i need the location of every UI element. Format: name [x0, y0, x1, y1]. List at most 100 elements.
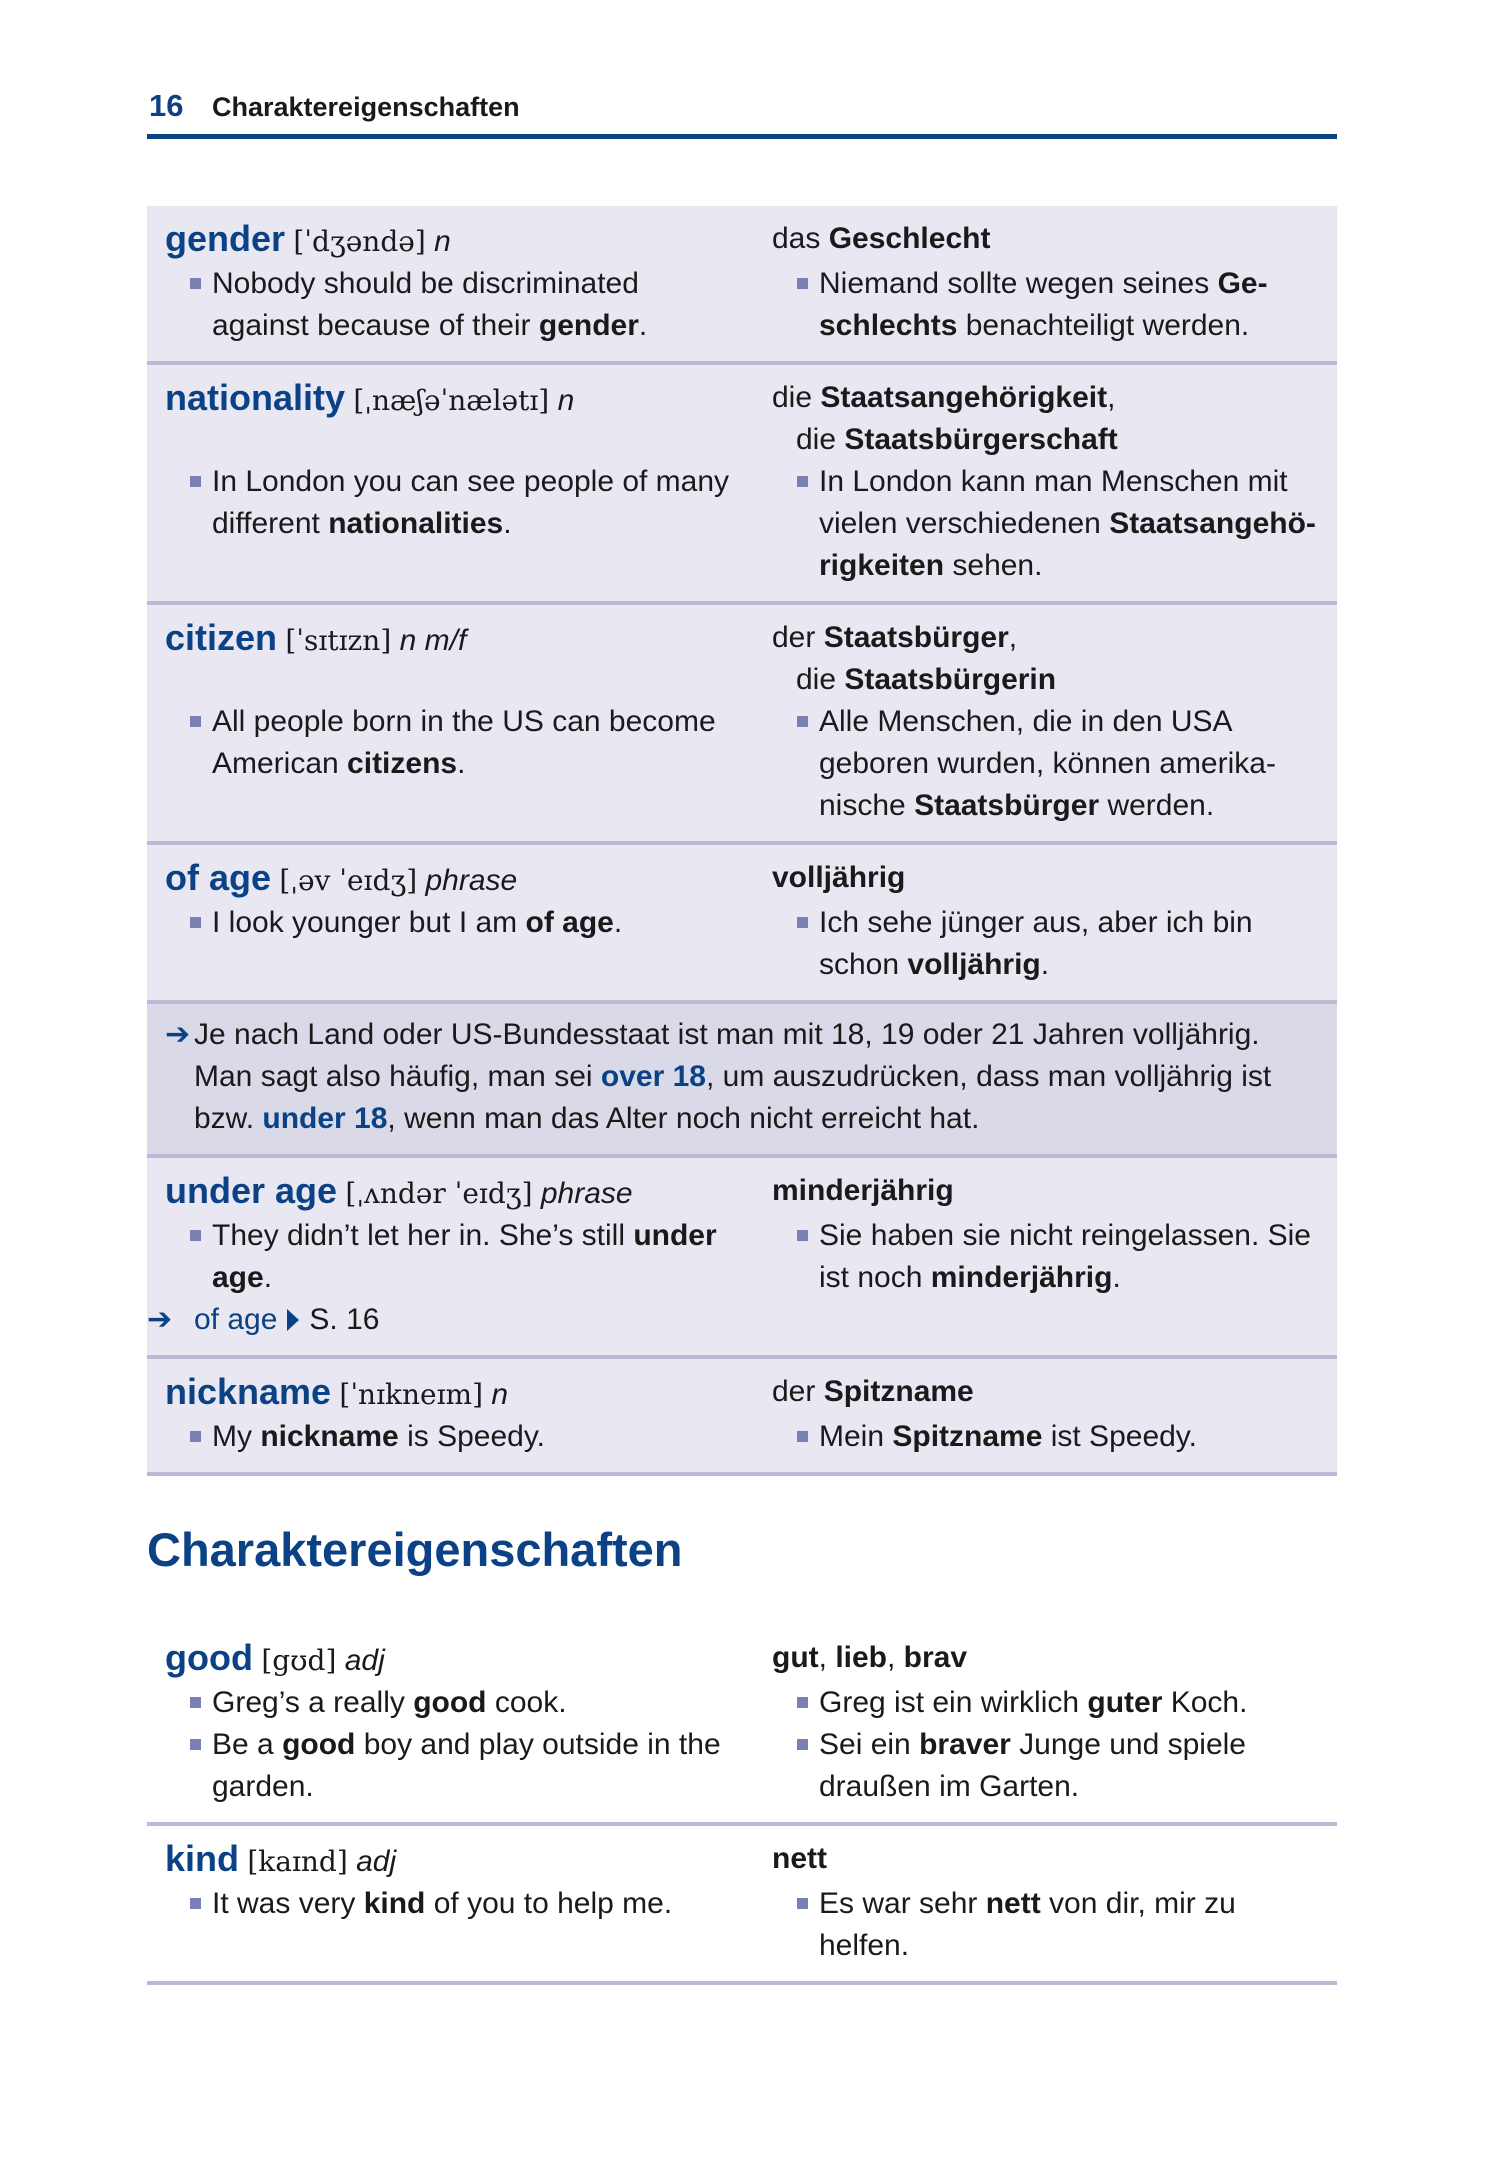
english-head: under age [ˌʌndər ˈeɪdʒ] phrase: [147, 1170, 754, 1215]
translation-line: nett: [772, 1838, 1325, 1880]
german-translation: die Staatsangehörigkeit, die Staatsbürger…: [754, 377, 1337, 461]
german-example-cell: Alle Menschen, die in den USA geboren wu…: [754, 701, 1337, 827]
english-example-cell: Greg’s a really good cook.: [147, 1682, 754, 1724]
german-example: Ich sehe jünger aus, aber ich bin schon …: [772, 902, 1325, 986]
translation-line: volljährig: [772, 857, 1325, 899]
text-segment: is Speedy.: [398, 1420, 545, 1453]
text-segment: die: [772, 381, 821, 414]
text-segment: They didn’t let her in. She’s still: [212, 1219, 634, 1252]
pronunciation: [ˈdʒəndə]: [293, 225, 426, 258]
emphasis-text: good: [282, 1728, 356, 1761]
triangle-right-icon: [287, 1309, 300, 1331]
entry-row: good [gʊd] adj gut, lieb, brav Greg’s a re…: [147, 1625, 1337, 1826]
translation-line: minderjährig: [772, 1170, 1325, 1212]
pronunciation: [ˈsɪtɪzn]: [285, 624, 392, 657]
german-translation: nett: [754, 1838, 1337, 1883]
text-segment: ,: [1008, 621, 1018, 654]
text-segment: In London kann man Menschen mit vielen v…: [819, 465, 1288, 540]
text-segment: .: [638, 309, 648, 342]
english-example-cell: They didn’t let her in. She’s still unde…: [147, 1215, 754, 1299]
english-head: nickname [ˈnɪkneɪm] n: [147, 1371, 754, 1416]
pronunciation: [ˈnɪkneɪm]: [339, 1378, 484, 1411]
cross-reference-link[interactable]: of age: [194, 1303, 278, 1336]
german-translation: das Geschlecht: [754, 218, 1337, 263]
part-of-speech: phrase: [425, 864, 518, 897]
text-segment: I look younger but I am: [212, 906, 526, 939]
emphasis-text: gut: [772, 1641, 819, 1674]
german-example-cell: Sie haben sie nicht reingelassen. Sie is…: [754, 1215, 1337, 1299]
vocabulary-table-section: good [gʊd] adj gut, lieb, brav Greg’s a re…: [147, 1625, 1337, 1985]
german-example-cell: Es war sehr nett von dir, mir zu helfen.: [754, 1883, 1337, 1967]
text-segment: Es war sehr: [819, 1887, 986, 1920]
part-of-speech: n: [557, 384, 575, 417]
emphasis-text: over 18: [600, 1060, 706, 1093]
headword: under age: [165, 1170, 338, 1211]
english-head: kind [kaɪnd] adj: [147, 1838, 754, 1883]
english-example: All people born in the US can become Ame…: [165, 701, 734, 785]
text-segment: .: [503, 507, 512, 540]
emphasis-text: minderjährig: [930, 1261, 1113, 1294]
text-segment: werden.: [1099, 789, 1215, 822]
text-segment: In London you can see people of many dif…: [212, 465, 730, 540]
text-segment: die: [796, 423, 845, 456]
text-segment: der: [772, 621, 824, 654]
part-of-speech: n m/f: [399, 624, 467, 657]
emphasis-text: nett: [985, 1887, 1041, 1920]
text-segment: Greg’s a really: [212, 1686, 414, 1719]
emphasis-text: lieb: [835, 1641, 887, 1674]
text-segment: ,: [818, 1641, 836, 1674]
emphasis-text: guter: [1087, 1686, 1163, 1719]
part-of-speech: n: [434, 225, 451, 258]
emphasis-text: Staatsbürgerin: [844, 663, 1057, 696]
headword: gender: [165, 218, 286, 259]
translation-line: der Spitzname: [772, 1371, 1325, 1413]
part-of-speech: phrase: [540, 1177, 633, 1210]
vocabulary-table: gender [ˈdʒəndə] n das Geschlecht Nobody s…: [147, 206, 1337, 1476]
german-translation: der Staatsbürger, die Staatsbürgerin: [754, 617, 1337, 701]
cross-reference: ➔ of age S. 16: [147, 1299, 754, 1341]
text-segment: Je nach Land oder US-Bundesstaat ist man…: [194, 1018, 1260, 1093]
german-translation: gut, lieb, brav: [754, 1637, 1337, 1682]
text-segment: Alle Menschen, die in den USA geboren wu…: [819, 705, 1276, 822]
german-example: Greg ist ein wirklich guter Koch.: [772, 1682, 1325, 1724]
headword: nationality: [165, 377, 346, 418]
page-header: 16 Charaktereigenschaften: [147, 88, 1337, 139]
right-arrow-icon: ➔: [165, 1018, 191, 1051]
text-segment: Be a: [212, 1728, 283, 1761]
german-example: In London kann man Menschen mit vielen v…: [772, 461, 1325, 587]
entry-row: gender [ˈdʒəndə] n das Geschlecht Nobody s…: [147, 206, 1337, 365]
text-segment: Nobody should be discriminated against b…: [212, 267, 639, 342]
entry-row: nationality [ˌnæʃəˈnælətɪ] n die Staatsan…: [147, 365, 1337, 605]
text-segment: ,: [887, 1641, 904, 1674]
entry-row: kind [kaɪnd] adj nett It was very kind of …: [147, 1826, 1337, 1985]
german-example: Niemand sollte wegen seines Ge­schlechts…: [772, 263, 1325, 347]
text-segment: Sei ein: [819, 1728, 920, 1761]
text-segment: Junge und spiele draußen im Garten.: [819, 1728, 1246, 1803]
text-segment: sehen.: [944, 549, 1043, 582]
section-title: Charaktereigenschaften: [147, 1523, 683, 1576]
english-head: gender [ˈdʒəndə] n: [147, 218, 754, 263]
text-segment: die: [796, 663, 845, 696]
entry-row: of age [ˌəv ˈeɪdʒ] phrase volljährig I loo…: [147, 845, 1337, 1004]
english-head: of age [ˌəv ˈeɪdʒ] phrase: [147, 857, 754, 902]
pronunciation: [gʊd]: [261, 1644, 337, 1677]
cross-reference-page: S. 16: [309, 1303, 380, 1336]
emphasis-text: minderjährig: [772, 1174, 954, 1207]
emphasis-text: Staatsbürger: [823, 621, 1009, 654]
text-segment: ist Speedy.: [1042, 1420, 1197, 1453]
emphasis-text: under age: [212, 1219, 717, 1294]
pronunciation: [ˌəv ˈeɪdʒ]: [279, 864, 418, 897]
text-segment: Niemand sollte wegen seines: [819, 267, 1218, 300]
translation-line: die Staatsbürgerin: [772, 659, 1325, 701]
emphasis-text: of age: [525, 906, 614, 939]
german-translation: volljährig: [754, 857, 1337, 902]
english-head: citizen [ˈsɪtɪzn] n m/f: [147, 617, 754, 701]
part-of-speech: adj: [344, 1644, 385, 1677]
english-example: My nickname is Speedy.: [165, 1416, 734, 1458]
text-segment: All people born in the US can become Ame…: [212, 705, 716, 780]
text-segment: .: [263, 1261, 273, 1294]
german-example-cell: Sei ein braver Junge und spiele draußen …: [754, 1724, 1337, 1808]
english-example-cell: My nickname is Speedy.: [147, 1416, 754, 1458]
headword: good: [165, 1637, 253, 1678]
emphasis-text: volljährig: [907, 948, 1041, 981]
